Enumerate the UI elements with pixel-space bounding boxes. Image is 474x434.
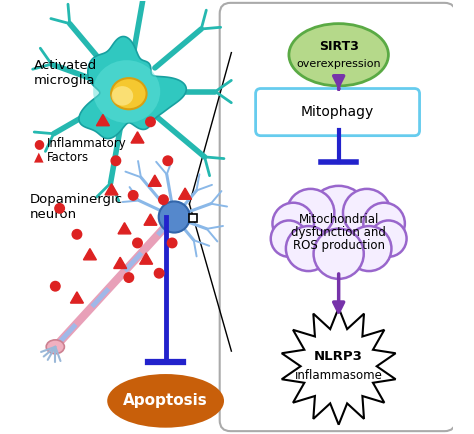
Circle shape xyxy=(287,189,334,237)
Ellipse shape xyxy=(107,374,224,427)
Text: dysfunction and: dysfunction and xyxy=(291,226,386,239)
Text: Inflammatory: Inflammatory xyxy=(46,137,127,150)
Circle shape xyxy=(163,156,173,165)
Ellipse shape xyxy=(289,23,388,86)
FancyBboxPatch shape xyxy=(219,3,456,431)
Text: Factors: Factors xyxy=(46,151,89,164)
Circle shape xyxy=(128,191,138,200)
Polygon shape xyxy=(118,223,131,234)
Circle shape xyxy=(167,238,177,248)
Ellipse shape xyxy=(111,86,133,105)
Circle shape xyxy=(72,230,82,239)
Polygon shape xyxy=(148,175,161,186)
Circle shape xyxy=(314,229,364,279)
Circle shape xyxy=(370,220,407,257)
Polygon shape xyxy=(83,249,96,260)
Text: Mitochondrial: Mitochondrial xyxy=(299,213,379,226)
Circle shape xyxy=(55,204,64,213)
Circle shape xyxy=(51,282,60,291)
Text: SIRT3: SIRT3 xyxy=(319,40,359,53)
Ellipse shape xyxy=(93,60,160,123)
Ellipse shape xyxy=(46,340,64,354)
Text: inflammasome: inflammasome xyxy=(295,369,383,382)
Text: ROS production: ROS production xyxy=(292,239,385,252)
Text: Dopaminergic
neuron: Dopaminergic neuron xyxy=(29,193,122,221)
Bar xyxy=(189,214,197,222)
Text: Activated
microglia: Activated microglia xyxy=(34,59,97,87)
Ellipse shape xyxy=(159,201,190,233)
Polygon shape xyxy=(282,308,396,424)
Polygon shape xyxy=(79,36,186,138)
Circle shape xyxy=(124,273,134,283)
Text: overexpression: overexpression xyxy=(296,59,381,69)
Polygon shape xyxy=(96,115,109,126)
Polygon shape xyxy=(105,184,118,195)
Circle shape xyxy=(308,186,370,248)
Circle shape xyxy=(286,226,331,271)
Circle shape xyxy=(133,238,142,248)
Circle shape xyxy=(364,203,405,244)
Circle shape xyxy=(159,195,168,204)
Circle shape xyxy=(111,156,120,165)
Polygon shape xyxy=(131,132,144,143)
Polygon shape xyxy=(114,257,127,269)
Text: ●: ● xyxy=(34,137,45,150)
Circle shape xyxy=(146,117,155,127)
Circle shape xyxy=(346,226,392,271)
Text: Apoptosis: Apoptosis xyxy=(123,393,208,408)
Polygon shape xyxy=(71,292,83,303)
Ellipse shape xyxy=(111,78,146,109)
Circle shape xyxy=(271,220,307,257)
Text: NLRP3: NLRP3 xyxy=(314,350,363,363)
Polygon shape xyxy=(140,253,153,264)
Polygon shape xyxy=(144,214,157,225)
FancyBboxPatch shape xyxy=(255,89,419,136)
Polygon shape xyxy=(179,188,191,199)
Circle shape xyxy=(343,189,391,237)
Text: ▲: ▲ xyxy=(34,151,43,164)
Circle shape xyxy=(273,203,314,244)
Text: Mitophagy: Mitophagy xyxy=(301,105,374,119)
Circle shape xyxy=(155,269,164,278)
